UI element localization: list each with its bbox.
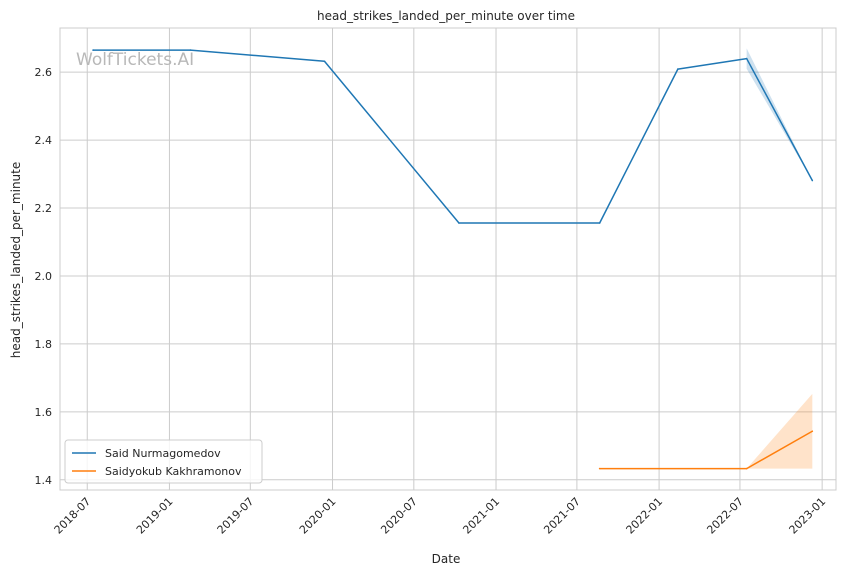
data-point-saidyokub-kakhramonov — [745, 467, 748, 470]
legend: Said Nurmagomedov Saidyokub Kakhramonov — [64, 439, 263, 484]
x-axis-label: Date — [432, 552, 461, 566]
y-tick-label: 2.2 — [35, 202, 53, 215]
legend-label-said-nurmagomedov: Said Nurmagomedov — [105, 447, 221, 460]
data-point-said-nurmagomedov — [92, 49, 94, 51]
y-tick-label: 2.0 — [35, 270, 53, 283]
series-line-said-nurmagomedov — [93, 49, 813, 224]
data-point-said-nurmagomedov — [458, 222, 460, 224]
data-point-said-nurmagomedov — [811, 179, 814, 182]
data-point-saidyokub-kakhramonov — [811, 430, 814, 433]
y-tick-label: 2.4 — [35, 134, 53, 147]
confidence-band-saidyokub-kakhramonov — [746, 393, 813, 469]
data-point-said-nurmagomedov — [677, 68, 679, 70]
data-point-said-nurmagomedov — [745, 57, 748, 60]
data-point-said-nurmagomedov — [598, 222, 601, 224]
y-tick-label: 1.4 — [35, 474, 53, 487]
data-point-said-nurmagomedov — [189, 49, 192, 51]
y-tick-label: 2.6 — [35, 66, 53, 79]
watermark: WolfTickets.AI — [76, 50, 194, 70]
y-tick-labels: 1.4 1.6 1.8 2.0 2.2 2.4 2.6 — [35, 66, 53, 487]
data-point-saidyokub-kakhramonov — [598, 467, 601, 470]
y-axis-label: head_strikes_landed_per_minute — [9, 162, 23, 359]
confidence-band-said-nurmagomedov — [746, 48, 813, 181]
legend-box — [64, 439, 263, 484]
legend-label-saidyokub-kakhramonov: Saidyokub Kakhramonov — [105, 465, 242, 478]
y-tick-label: 1.6 — [35, 406, 53, 419]
confidence-bands — [746, 48, 813, 469]
series-lines — [92, 49, 814, 470]
chart-title: head_strikes_landed_per_minute over time — [317, 9, 575, 23]
y-tick-label: 1.8 — [35, 338, 53, 351]
data-point-said-nurmagomedov — [323, 60, 326, 63]
plot-frame — [59, 27, 837, 491]
